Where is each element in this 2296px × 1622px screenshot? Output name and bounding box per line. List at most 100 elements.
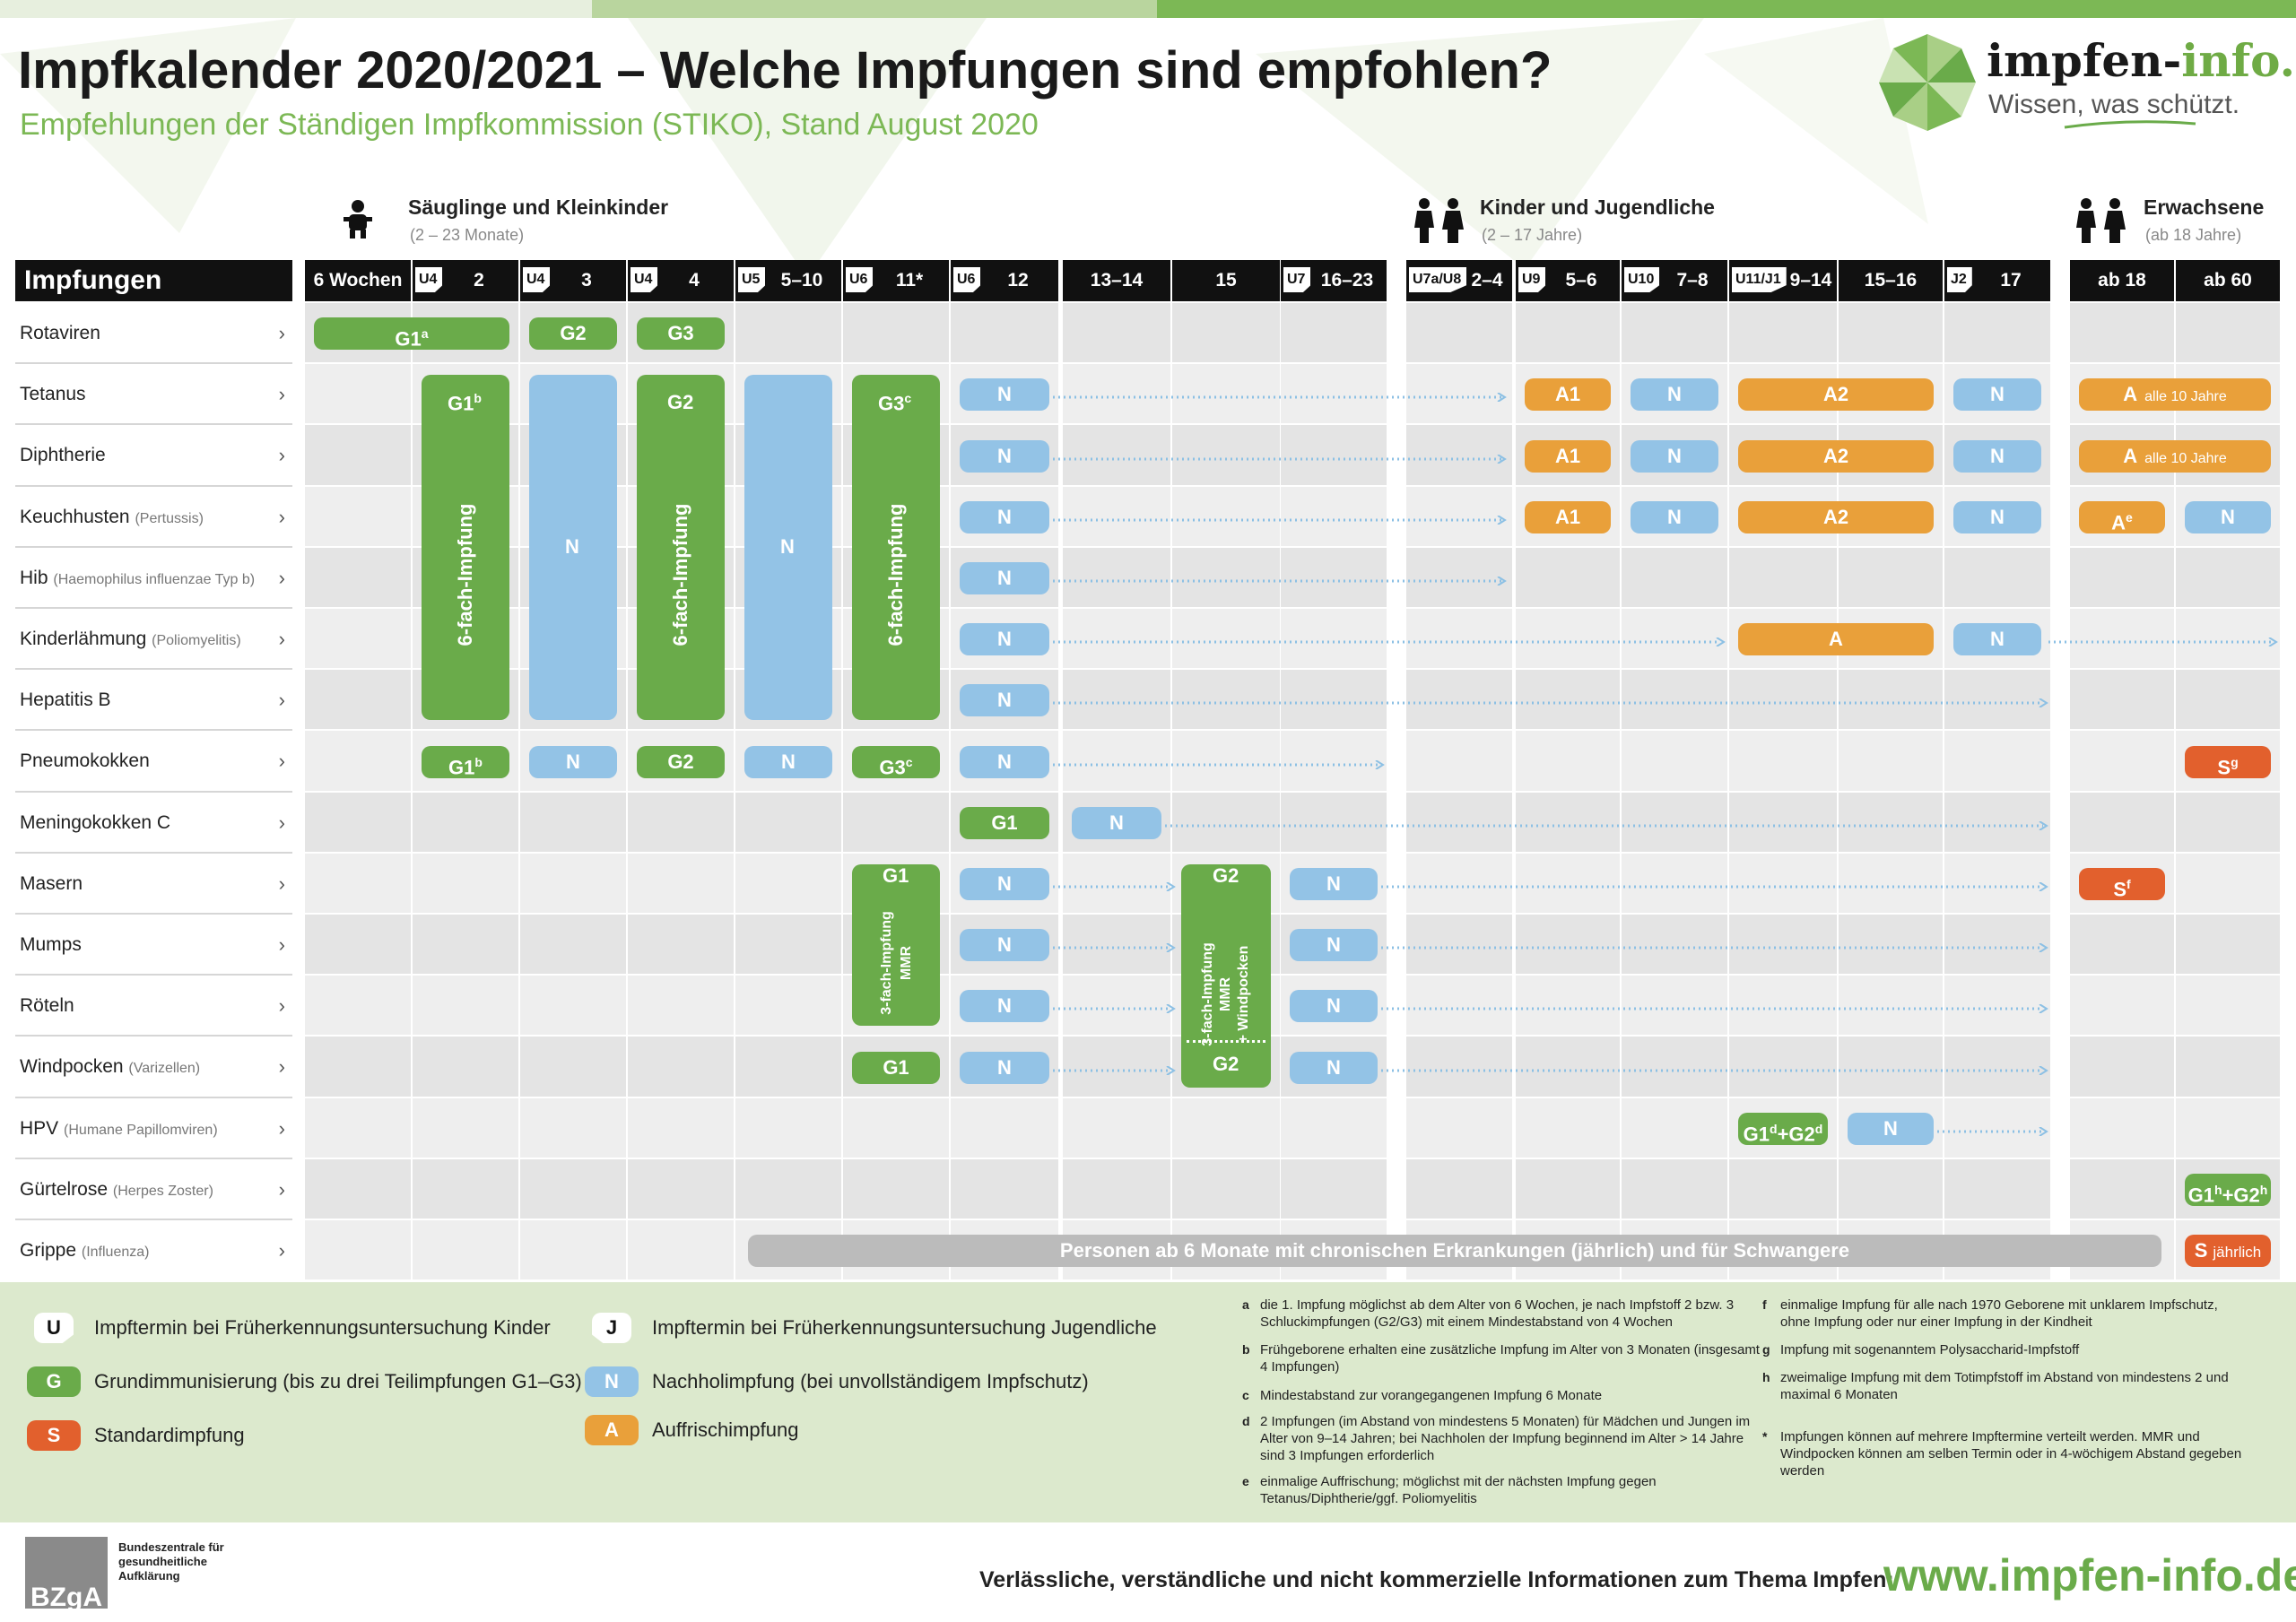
footnote-h: h zweimalige Impfung mit dem Totimpfstoff… xyxy=(1762,1369,2247,1403)
chevron-right-icon: › xyxy=(278,750,285,773)
column-header: U9 5–6 xyxy=(1516,260,1620,301)
column-label: 15 xyxy=(1215,270,1237,291)
pneumo-g1-label: G1 xyxy=(448,755,475,778)
grid-cell xyxy=(843,303,949,363)
grid-cell xyxy=(1063,1097,1170,1158)
grid-cell xyxy=(1944,1097,2050,1158)
group-title-children: Kinder und Jugendliche xyxy=(1480,195,1715,219)
vaccine-name: Hepatitis B xyxy=(20,690,111,711)
page-title: Impfkalender 2020/2021 – Welche Impfunge… xyxy=(18,41,1552,100)
row-label-1[interactable]: Rotaviren › xyxy=(20,303,289,357)
row-label-9[interactable]: Meningokokken C › xyxy=(20,793,289,846)
booster-interval-note: alle 10 Jahre xyxy=(2144,389,2227,405)
grid-cell xyxy=(413,792,518,852)
vaccine-name: Mumps xyxy=(20,934,82,955)
grid-cell xyxy=(1406,670,1512,730)
grid-cell xyxy=(305,731,411,791)
column-header: 15–16 xyxy=(1839,260,1943,301)
grid-cell xyxy=(1406,547,1512,607)
vaccine-name: Gürtelrose xyxy=(20,1178,109,1200)
grid-cell xyxy=(1406,425,1512,485)
baby-icon xyxy=(343,199,373,245)
hpv-g-footnote-mark: d xyxy=(1770,1121,1778,1136)
booster-ae-label: A xyxy=(2111,511,2126,534)
row-label-4[interactable]: Keuchhusten (Pertussis) › xyxy=(20,487,289,541)
rota-g2: G2 xyxy=(529,317,617,351)
column-label: 3 xyxy=(581,270,592,291)
legend-key-n: N xyxy=(585,1366,639,1397)
grid-cell xyxy=(1516,976,1620,1036)
vaccine-name: Masern xyxy=(20,872,83,894)
catch-up-n: N xyxy=(960,929,1049,962)
legend-key-s: S xyxy=(27,1420,81,1451)
row-label-6[interactable]: Kinderlähmung (Poliomyelitis) › xyxy=(20,609,289,663)
grid-cell xyxy=(1944,1037,2050,1097)
row-label-13[interactable]: Windpocken (Varizellen) › xyxy=(20,1037,289,1090)
checkup-badge: U10 xyxy=(1624,267,1660,292)
vaccine-detail: (Poliomyelitis) xyxy=(152,633,241,648)
grid-cell xyxy=(1516,303,1620,363)
checkup-badge: U6 xyxy=(953,267,981,292)
measles-s-footnote-mark: f xyxy=(2126,876,2131,891)
row-label-3[interactable]: Diphtherie › xyxy=(20,425,289,479)
row-divider xyxy=(15,790,292,793)
row-label-11[interactable]: Mumps › xyxy=(20,915,289,968)
catch-up-arrow xyxy=(1053,758,1385,770)
catch-up-n-label: N xyxy=(997,872,1012,895)
grid-cell xyxy=(413,853,518,913)
grid-cell xyxy=(2070,1037,2174,1097)
footnote-key: c xyxy=(1242,1388,1249,1402)
grid-cell xyxy=(413,1097,518,1158)
row-label-7[interactable]: Hepatitis B › xyxy=(20,670,289,724)
legend-text-g: Grundimmunisierung (bis zu drei Teilimpf… xyxy=(94,1370,582,1392)
grid-cell xyxy=(1172,670,1280,730)
varicella-g1: G1 xyxy=(852,1051,940,1084)
row-label-2[interactable]: Tetanus › xyxy=(20,364,289,418)
column-header: U11/J1 9–14 xyxy=(1729,260,1837,301)
footer-url[interactable]: www.impfen-info.de xyxy=(1883,1550,2296,1600)
row-divider xyxy=(15,913,292,915)
grid-cell xyxy=(520,1220,626,1280)
grid-cell xyxy=(1063,853,1170,913)
column-label: 5–10 xyxy=(780,270,823,291)
grid-cell xyxy=(1729,1037,1837,1097)
catch-up-n-label: N xyxy=(1667,505,1682,528)
six-fold-g3-footnote-mark: c xyxy=(904,391,912,406)
mmrv-label-3: + Windpocken xyxy=(1236,945,1251,1044)
pneumo-g3: G3c xyxy=(852,745,940,778)
row-divider xyxy=(15,1096,292,1098)
zoster-g-footnote-mark: h xyxy=(2214,1182,2222,1197)
chevron-right-icon: › xyxy=(278,444,285,467)
row-label-12[interactable]: Röteln › xyxy=(20,976,289,1029)
row-divider xyxy=(15,1219,292,1220)
row-label-8[interactable]: Pneumokokken › xyxy=(20,731,289,785)
grid-cell xyxy=(1406,853,1512,913)
catch-up-n: N xyxy=(960,990,1049,1023)
pneumo-s-label: S xyxy=(2217,755,2231,778)
grid-cell xyxy=(1281,609,1387,669)
grid-cell xyxy=(1622,670,1727,730)
column-label: 11* xyxy=(895,270,924,291)
grid-cell xyxy=(1516,1158,1620,1219)
grid-cell xyxy=(1406,976,1512,1036)
checkup-badge: U11/J1 xyxy=(1732,267,1787,292)
row-label-15[interactable]: Gürtelrose (Herpes Zoster) › xyxy=(20,1159,289,1213)
grid-cell xyxy=(628,915,734,975)
row-label-16[interactable]: Grippe (Influenza) › xyxy=(20,1220,289,1274)
row-label-10[interactable]: Masern › xyxy=(20,854,289,907)
mmr-g1: G1 xyxy=(883,863,909,887)
grid-cell xyxy=(1944,731,2050,791)
row-label-14[interactable]: HPV (Humane Papillomviren) › xyxy=(20,1098,289,1152)
row-label-5[interactable]: Hib (Haemophilus influenzae Typ b) › xyxy=(20,548,289,602)
catch-up-n-label: N xyxy=(997,505,1012,528)
pneumo-g3-footnote-mark: c xyxy=(905,754,913,769)
grid-cell xyxy=(2176,1037,2280,1097)
catch-up-n-label: N xyxy=(997,750,1012,773)
grid-cell xyxy=(1839,976,1943,1036)
six-fold-n-block-1 xyxy=(529,375,617,721)
grid-cell xyxy=(1063,1158,1170,1219)
grid-cell xyxy=(735,1097,841,1158)
grid-cell xyxy=(305,915,411,975)
grid-cell xyxy=(1516,609,1620,669)
